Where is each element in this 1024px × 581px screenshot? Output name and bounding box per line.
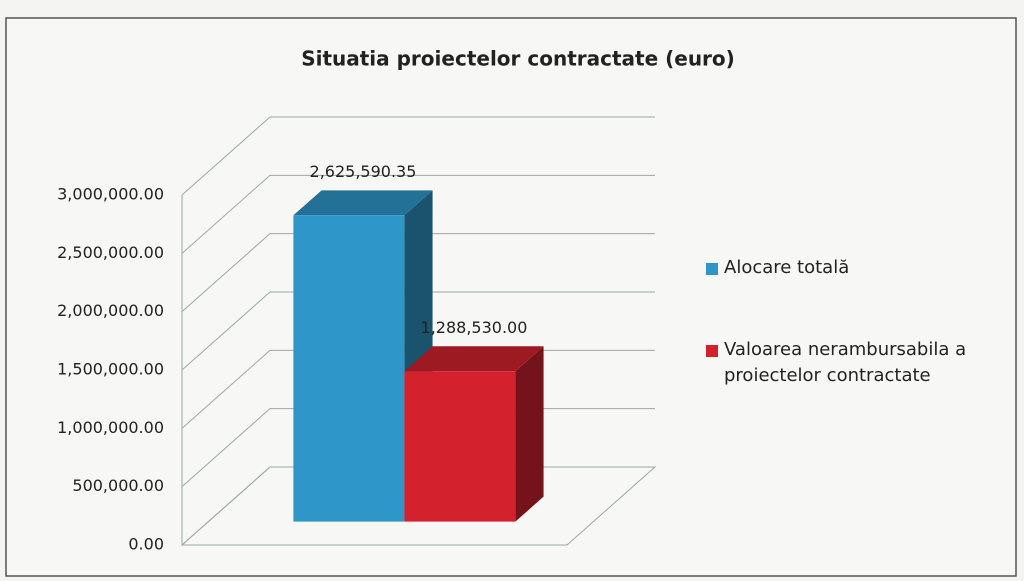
legend-label: Alocare totală [724,257,850,278]
chart-title: Situatia proiectelor contractate (euro) [301,47,735,71]
grid-line [181,174,655,254]
legend-swatch [706,263,718,275]
grid-line [181,116,655,196]
data-label: 1,288,530.00 [421,318,528,337]
y-tick-label: 1,000,000.00 [57,418,164,437]
y-tick-label: 2,000,000.00 [57,301,164,320]
y-tick-label: 1,500,000.00 [57,360,164,379]
bar-top [293,190,433,216]
y-tick-label: 3,000,000.00 [57,185,164,204]
y-tick-label: 0.00 [128,535,164,554]
y-tick-label: 500,000.00 [72,476,164,495]
bar-front [404,371,516,522]
legend-item: Alocare totală [706,255,1016,281]
grid-line [181,291,655,371]
data-label: 2,625,590.35 [310,162,417,181]
bar-side [515,346,544,522]
legend-label: Valoarea nerambursabila a proiectelor co… [724,339,967,386]
bar-front [293,215,405,522]
grid-line [181,233,655,313]
bar [404,346,544,522]
legend-item: Valoarea nerambursabila a proiectelor co… [706,337,1016,389]
bar-top [404,346,544,372]
legend-swatch [706,345,718,357]
y-tick-label: 2,500,000.00 [57,243,164,262]
